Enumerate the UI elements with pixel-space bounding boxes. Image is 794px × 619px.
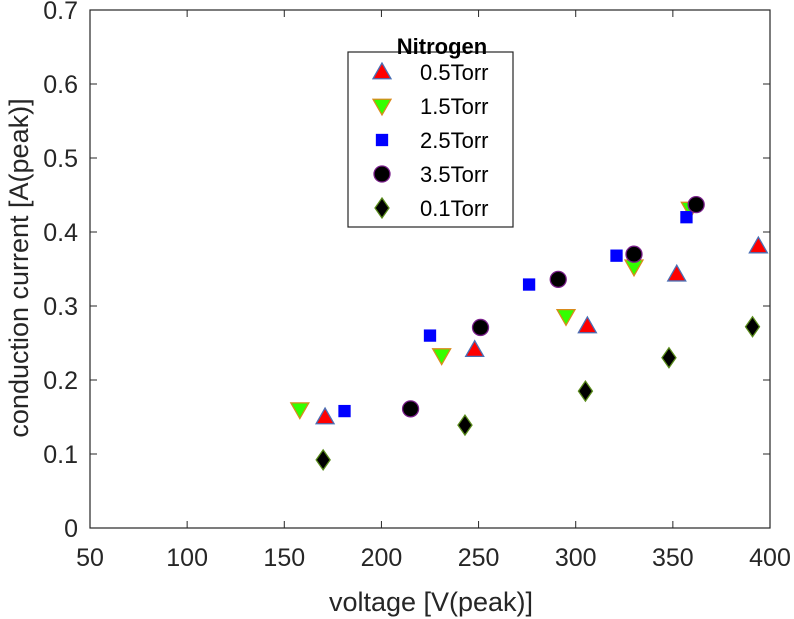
data-point xyxy=(577,315,598,334)
x-axis-label: voltage [V(peak)] xyxy=(329,587,533,617)
legend: Nitrogen 0.5Torr 1.5Torr 2.5Torr 3.5Torr 0.1… xyxy=(347,34,514,228)
legend-entry-label: 3.5Torr xyxy=(420,162,488,187)
data-point xyxy=(471,318,490,337)
data-point xyxy=(464,339,485,358)
data-marks xyxy=(289,195,769,472)
legend-entry-label: 1.5Torr xyxy=(420,94,488,119)
data-point xyxy=(338,404,351,418)
y-tick-label: 0.5 xyxy=(43,145,78,173)
data-point xyxy=(625,245,643,263)
series-0.1Torr xyxy=(315,315,761,472)
series-3.5Torr xyxy=(401,195,705,418)
legend-entry-label: 0.1Torr xyxy=(420,196,488,221)
data-point xyxy=(522,278,536,291)
y-tick-label: 0.6 xyxy=(43,71,78,99)
data-point xyxy=(401,400,420,418)
y-tick-label: 0 xyxy=(64,515,78,543)
data-point xyxy=(744,315,761,338)
y-tick-label: 0.1 xyxy=(43,441,78,469)
data-point xyxy=(457,414,473,437)
x-tick-label: 300 xyxy=(555,544,597,572)
x-tick-label: 200 xyxy=(361,544,403,572)
x-tick-label: 350 xyxy=(652,544,694,572)
data-point xyxy=(289,402,310,420)
legend-box xyxy=(347,51,514,228)
data-point xyxy=(680,211,693,224)
legend-marker xyxy=(371,61,393,80)
data-point xyxy=(315,448,331,472)
x-tick-label: 250 xyxy=(458,544,500,572)
legend-marker xyxy=(373,165,391,183)
x-tick-label: 100 xyxy=(166,544,208,572)
x-tick-label: 150 xyxy=(263,544,305,572)
series-1.5Torr xyxy=(289,201,701,420)
series-0.5Torr xyxy=(314,235,769,425)
plot-frame xyxy=(89,9,771,529)
data-point xyxy=(314,406,336,425)
data-point xyxy=(610,249,623,262)
legend-marker xyxy=(374,196,390,220)
x-tick-label: 50 xyxy=(76,544,104,572)
data-point xyxy=(431,348,452,366)
series-2.5Torr xyxy=(338,211,693,418)
data-point xyxy=(661,346,677,369)
data-point xyxy=(748,235,769,254)
y-tick-label: 0.3 xyxy=(43,293,78,321)
data-point xyxy=(549,270,567,289)
data-point xyxy=(423,329,437,342)
data-point xyxy=(577,379,594,403)
y-tick-label: 0.4 xyxy=(43,219,78,247)
legend-marker xyxy=(371,98,393,117)
x-tick-label: 400 xyxy=(749,544,791,572)
y-tick-label: 0.2 xyxy=(43,367,78,395)
data-point xyxy=(666,263,687,282)
legend-title: Nitrogen xyxy=(397,34,487,59)
data-point xyxy=(555,308,577,327)
legend-marker xyxy=(375,133,389,147)
y-axis-label: conduction current [A(peak)] xyxy=(4,98,34,437)
axes: 50 100 150 200 250 300 350 400 0 0.1 0.2 0.3 0.4 0.5 0… xyxy=(43,0,791,572)
data-point xyxy=(687,195,705,214)
y-tick-label: 0.7 xyxy=(43,0,78,25)
legend-entry-label: 2.5Torr xyxy=(420,128,488,153)
legend-entry-label: 0.5Torr xyxy=(420,60,488,85)
